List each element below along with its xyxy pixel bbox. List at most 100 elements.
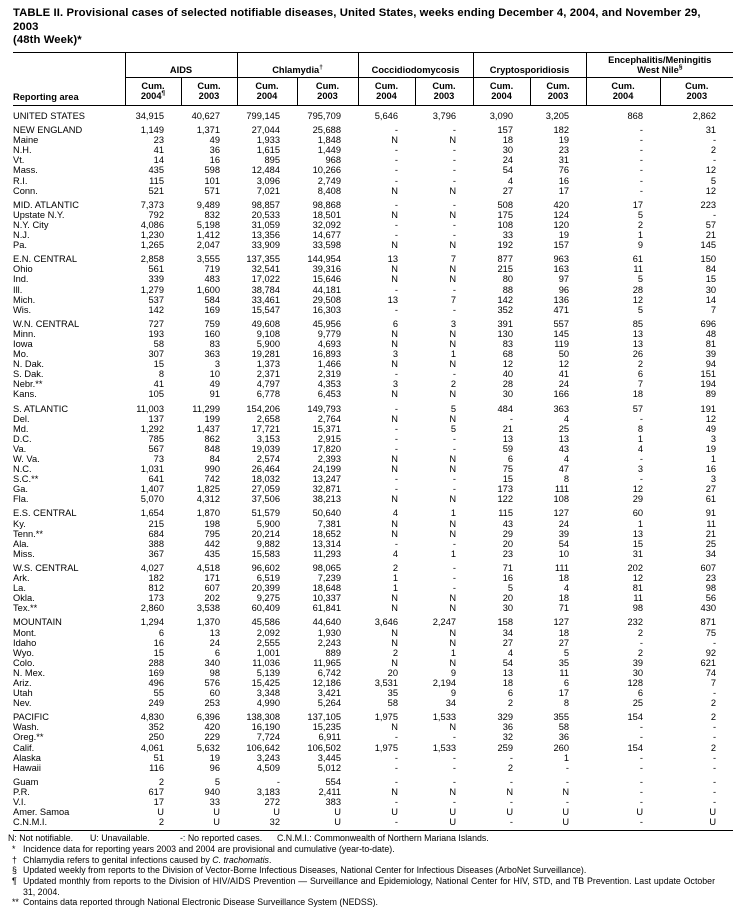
data-cell: N	[391, 637, 399, 648]
data-cell: 8	[563, 698, 570, 709]
data-cell: 151	[700, 369, 717, 380]
data-cell: N	[449, 328, 457, 339]
data-cell: 15,425	[251, 677, 280, 688]
row-area-label: V.I.	[13, 797, 27, 807]
data-cell: -	[452, 219, 457, 230]
data-cell: 2	[637, 647, 644, 658]
data-cell: 483	[204, 274, 220, 285]
data-cell: 98,868	[312, 199, 342, 210]
row-area-label: Ariz.	[13, 677, 32, 688]
data-cell: N	[449, 338, 457, 349]
data-cell: -	[639, 413, 644, 424]
data-cell: 36	[558, 732, 570, 743]
data-cell: N	[449, 274, 457, 285]
data-cell: 1,933	[256, 135, 280, 146]
legend-cnmi: C.N.M.I.: Commonwealth of Northern Maria…	[277, 833, 489, 844]
data-cell: 40	[502, 369, 514, 380]
data-cell: 2,411	[318, 786, 342, 797]
row-area-label: W.N. CENTRAL	[13, 318, 80, 329]
data-cell: U	[157, 807, 164, 818]
data-cell: 49	[705, 423, 717, 434]
data-cell: 105	[148, 389, 164, 400]
data-cell: N	[449, 413, 457, 424]
table-title: TABLE II. Provisional cases of selected …	[13, 7, 701, 46]
data-cell: 29	[632, 494, 644, 505]
data-cell: N	[391, 627, 399, 638]
data-cell: N	[449, 240, 457, 251]
data-cell: 51,579	[251, 508, 280, 519]
data-cell: 41	[558, 369, 570, 380]
row-area-label: Ill.	[13, 284, 23, 295]
data-cell: 163	[553, 264, 570, 275]
row-area-label: Idaho	[13, 637, 37, 648]
data-cell: 17,820	[312, 443, 342, 454]
data-cell: 21	[705, 528, 717, 539]
data-cell: 20,214	[251, 528, 280, 539]
data-cell: 18	[558, 573, 570, 584]
data-cell: 6	[392, 318, 399, 329]
pilcrow-symbol: ¶	[161, 89, 166, 97]
data-cell: -	[452, 573, 457, 584]
data-cell: 84	[705, 264, 717, 275]
data-cell: 3,555	[196, 254, 220, 265]
data-cell: 25	[558, 423, 570, 434]
table-row: Wyo. 15 6 1,001 889 2 1 4 5 2 92	[13, 648, 733, 658]
data-cell: 12	[705, 185, 717, 196]
data-cell: 4,086	[140, 219, 164, 230]
table-row: W. Va. 73 84 2,574 2,393 N N 6 4 - 1	[13, 454, 733, 464]
data-cell: 54	[502, 165, 514, 176]
data-cell: 54	[558, 538, 570, 549]
data-cell: 158	[497, 617, 514, 628]
data-cell: 567	[148, 443, 164, 454]
data-cell: 3	[637, 464, 644, 475]
data-cell: 5,264	[317, 698, 342, 709]
data-cell: 202	[627, 562, 644, 573]
table-row: E.N. CENTRAL 2,858 3,555 137,355 144,954 13 7 8…	[13, 254, 733, 264]
data-cell: 795,709	[307, 111, 342, 121]
data-cell: -	[639, 797, 644, 807]
data-cell: 2	[392, 647, 399, 658]
data-cell: 1,412	[196, 230, 220, 241]
data-cell: 81	[632, 583, 644, 594]
row-area-label: UNITED STATES	[13, 111, 85, 121]
data-cell: 2	[637, 627, 644, 638]
data-cell: U	[636, 807, 644, 818]
data-cell: 108	[497, 219, 514, 230]
data-cell: N	[391, 274, 399, 285]
data-cell: 759	[204, 318, 220, 329]
data-cell: 16,190	[251, 722, 280, 733]
data-cell: 116	[149, 762, 164, 773]
data-cell: -	[452, 125, 457, 136]
data-cell: -	[639, 125, 644, 136]
data-cell: 145	[700, 240, 717, 251]
data-cell: 367	[148, 548, 164, 559]
data-cell: 435	[204, 548, 220, 559]
data-cell: 15,547	[251, 304, 280, 315]
data-cell: 4,693	[317, 338, 342, 349]
data-cell: 6,519	[256, 573, 280, 584]
data-cell: 2,749	[317, 175, 342, 186]
data-cell: N	[449, 518, 457, 529]
footnote-text: Contains data reported through National …	[23, 897, 378, 908]
data-cell: 5	[710, 175, 717, 186]
data-cell: 15,371	[312, 423, 342, 434]
data-cell: 12	[632, 484, 644, 495]
data-cell: 8,408	[317, 185, 342, 196]
data-cell: 12	[632, 294, 644, 305]
legend-not-notifiable: N: Not notifiable.	[8, 833, 74, 844]
data-cell: 169	[148, 667, 164, 678]
data-cell: 2	[710, 145, 717, 156]
row-area-label: S. ATLANTIC	[13, 403, 69, 414]
data-cell: 16,893	[312, 349, 342, 360]
data-cell: -	[639, 175, 644, 186]
data-cell: 215	[497, 264, 514, 275]
data-cell: 18	[632, 389, 644, 400]
data-cell: 9	[637, 240, 644, 251]
data-cell: 4,797	[256, 379, 280, 390]
data-cell: 963	[553, 254, 570, 265]
data-cell: 13	[387, 294, 399, 305]
data-cell: 1,825	[196, 484, 220, 495]
table-row: N.Y. City 4,086 5,198 31,059 32,092 - - 108 120 2…	[13, 220, 733, 230]
data-cell: 19,039	[251, 443, 280, 454]
data-cell: 420	[204, 722, 220, 733]
